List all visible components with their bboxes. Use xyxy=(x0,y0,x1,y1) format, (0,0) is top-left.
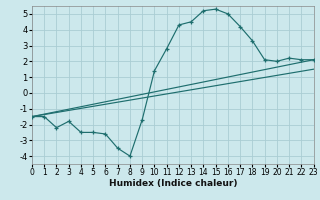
X-axis label: Humidex (Indice chaleur): Humidex (Indice chaleur) xyxy=(108,179,237,188)
